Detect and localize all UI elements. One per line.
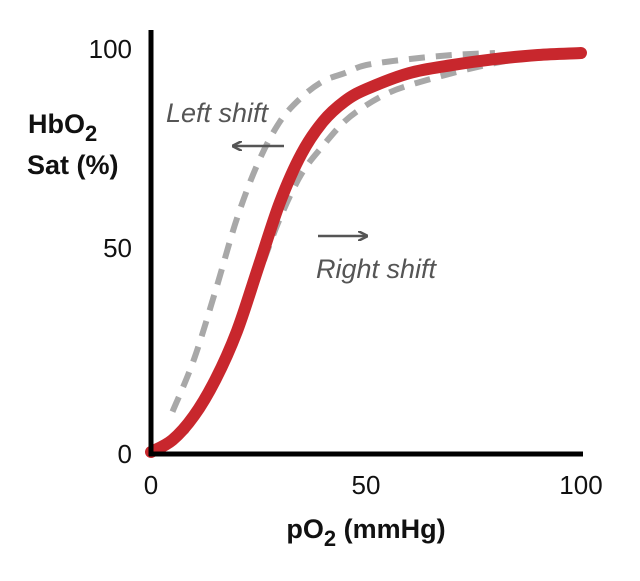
y-tick-label-0: 0 xyxy=(118,439,132,469)
y-axis-label-line1: HbO2 xyxy=(28,109,97,146)
y-tick-label-100: 100 xyxy=(89,34,132,64)
x-tick-label-50: 50 xyxy=(352,470,381,500)
y-axis-label-subscript: 2 xyxy=(85,121,97,146)
y-tick-label-50: 50 xyxy=(103,233,132,263)
left-shift-label: Left shift xyxy=(166,98,270,128)
x-axis-label-base: pO xyxy=(286,514,324,544)
series-line-left-shift xyxy=(169,50,496,413)
x-tick-label-100: 100 xyxy=(559,470,602,500)
y-axis-label-line2: Sat (%) xyxy=(27,150,119,180)
x-axis-label-suffix: (mmHg) xyxy=(336,514,446,544)
x-tick-label-0: 0 xyxy=(144,470,158,500)
series-line-normal xyxy=(145,47,587,458)
x-axis-label-subscript: 2 xyxy=(324,526,336,551)
x-axis-label: pO2 (mmHg) xyxy=(286,514,445,551)
y-axis-label-base: HbO xyxy=(28,109,85,139)
right-shift-label: Right shift xyxy=(316,254,438,284)
